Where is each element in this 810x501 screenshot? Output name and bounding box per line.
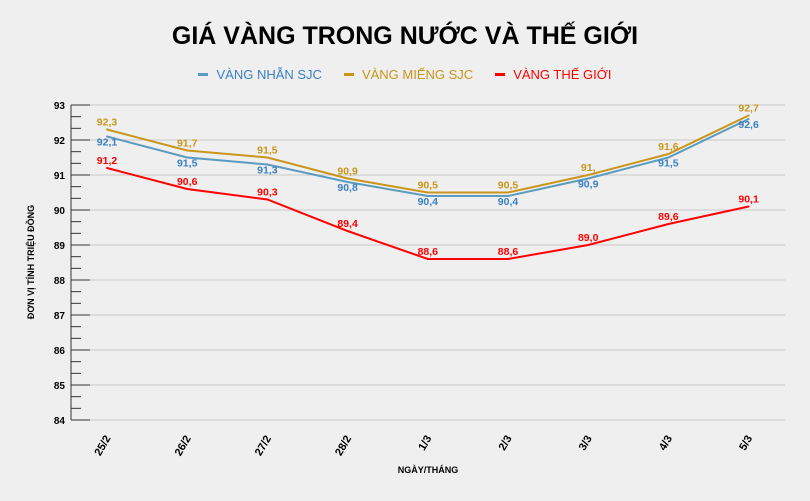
data-point: [266, 198, 269, 201]
legend-swatch: [198, 73, 209, 76]
y-tick-label: 92: [54, 136, 66, 147]
data-point: [346, 181, 349, 183]
legend-label: VÀNG THẾ GIỚI: [513, 67, 612, 82]
legend-label: VÀNG MIẾNG SJC: [361, 67, 474, 82]
data-label: 90,8: [337, 182, 358, 194]
data-point: [587, 174, 590, 176]
data-label: 89,0: [578, 232, 599, 244]
data-label: 90,1: [738, 194, 759, 206]
data-point: [507, 258, 509, 260]
x-tick-label: 4/3: [657, 434, 675, 453]
y-axis-label: ĐƠN VỊ TÍNH TRIỆU ĐỒNG: [25, 205, 36, 319]
x-tick-label: 2/3: [497, 434, 515, 453]
data-point: [266, 156, 269, 159]
data-point: [587, 177, 590, 180]
data-label: 92,7: [738, 103, 759, 115]
data-point: [747, 118, 750, 120]
data-point: [106, 135, 108, 138]
data-label: 90,6: [177, 176, 198, 188]
data-label: 91,6: [658, 141, 679, 153]
chart-title: GIÁ VÀNG TRONG NƯỚC VÀ THẾ GIỚI: [171, 22, 639, 50]
data-label: 88,6: [498, 246, 519, 258]
data-label: 91,2: [97, 155, 118, 167]
x-tick-label: 5/3: [737, 434, 755, 453]
data-label: 89,6: [658, 211, 679, 223]
data-point: [266, 163, 269, 166]
legend-swatch: [343, 73, 354, 76]
data-label: 91,7: [177, 138, 198, 150]
data-label: 90,4: [418, 196, 439, 208]
data-point: [667, 156, 670, 159]
x-tick-label: 26/2: [173, 434, 194, 459]
legend-item-mieng-sjc: VÀNG MIẾNG SJC: [343, 67, 474, 82]
data-label: 90,5: [418, 180, 439, 192]
data-point: [426, 195, 429, 197]
data-label: 91,5: [658, 158, 679, 170]
data-label: 90,3: [257, 187, 278, 199]
x-tick-label: 27/2: [253, 434, 274, 459]
data-label: 92,3: [97, 117, 118, 129]
data-label: 90,5: [498, 180, 519, 192]
x-tick-label: 25/2: [92, 434, 113, 459]
data-label: 91,5: [257, 145, 278, 157]
y-tick-label: 86: [54, 346, 66, 357]
x-tick-label: 3/3: [577, 434, 595, 453]
data-label: 88,6: [418, 246, 439, 258]
data-label: 89,4: [337, 218, 358, 230]
data-point: [106, 128, 108, 131]
y-tick-label: 88: [54, 276, 66, 287]
data-point: [346, 177, 349, 180]
data-point: [747, 205, 750, 208]
data-point: [186, 188, 189, 190]
data-point: [426, 191, 429, 194]
data-label: 92,6: [738, 119, 759, 131]
x-tick-label: 28/2: [333, 434, 354, 459]
data-point: [507, 195, 509, 197]
data-label: 90,9: [578, 179, 599, 191]
data-point: [667, 223, 670, 225]
data-point: [186, 156, 189, 159]
data-label: 92,1: [97, 137, 118, 149]
data-point: [346, 230, 349, 232]
y-tick-label: 89: [54, 241, 66, 252]
legend-label: VÀNG NHẪN SJC: [216, 67, 322, 82]
legend-swatch: [495, 73, 506, 76]
y-tick-label: 90: [54, 206, 66, 217]
legend-item-nhan-sjc: VÀNG NHẪN SJC: [198, 67, 322, 82]
data-label: 91,5: [177, 158, 198, 170]
data-point: [747, 114, 750, 117]
data-label: 91,3: [257, 165, 278, 177]
y-tick-label: 87: [54, 311, 66, 322]
y-tick-label: 93: [54, 101, 66, 112]
data-label: 90,9: [337, 166, 358, 178]
data-point: [587, 244, 590, 246]
x-axis-label: NGÀY/THÁNG: [398, 465, 459, 475]
data-point: [667, 153, 670, 155]
data-point: [186, 149, 189, 152]
data-label: 91,: [581, 162, 596, 174]
legend-item-the-gioi: VÀNG THẾ GIỚI: [495, 67, 612, 82]
y-tick-label: 84: [54, 416, 66, 427]
x-tick-label: 1/3: [416, 434, 434, 453]
data-point: [106, 167, 108, 169]
y-tick-label: 91: [54, 171, 66, 182]
data-point: [426, 258, 429, 260]
legend: VÀNG NHẪN SJC VÀNG MIẾNG SJC VÀNG THẾ GI…: [0, 67, 810, 82]
data-point: [507, 191, 509, 194]
data-label: 90,4: [498, 196, 519, 208]
y-tick-label: 85: [54, 381, 66, 392]
